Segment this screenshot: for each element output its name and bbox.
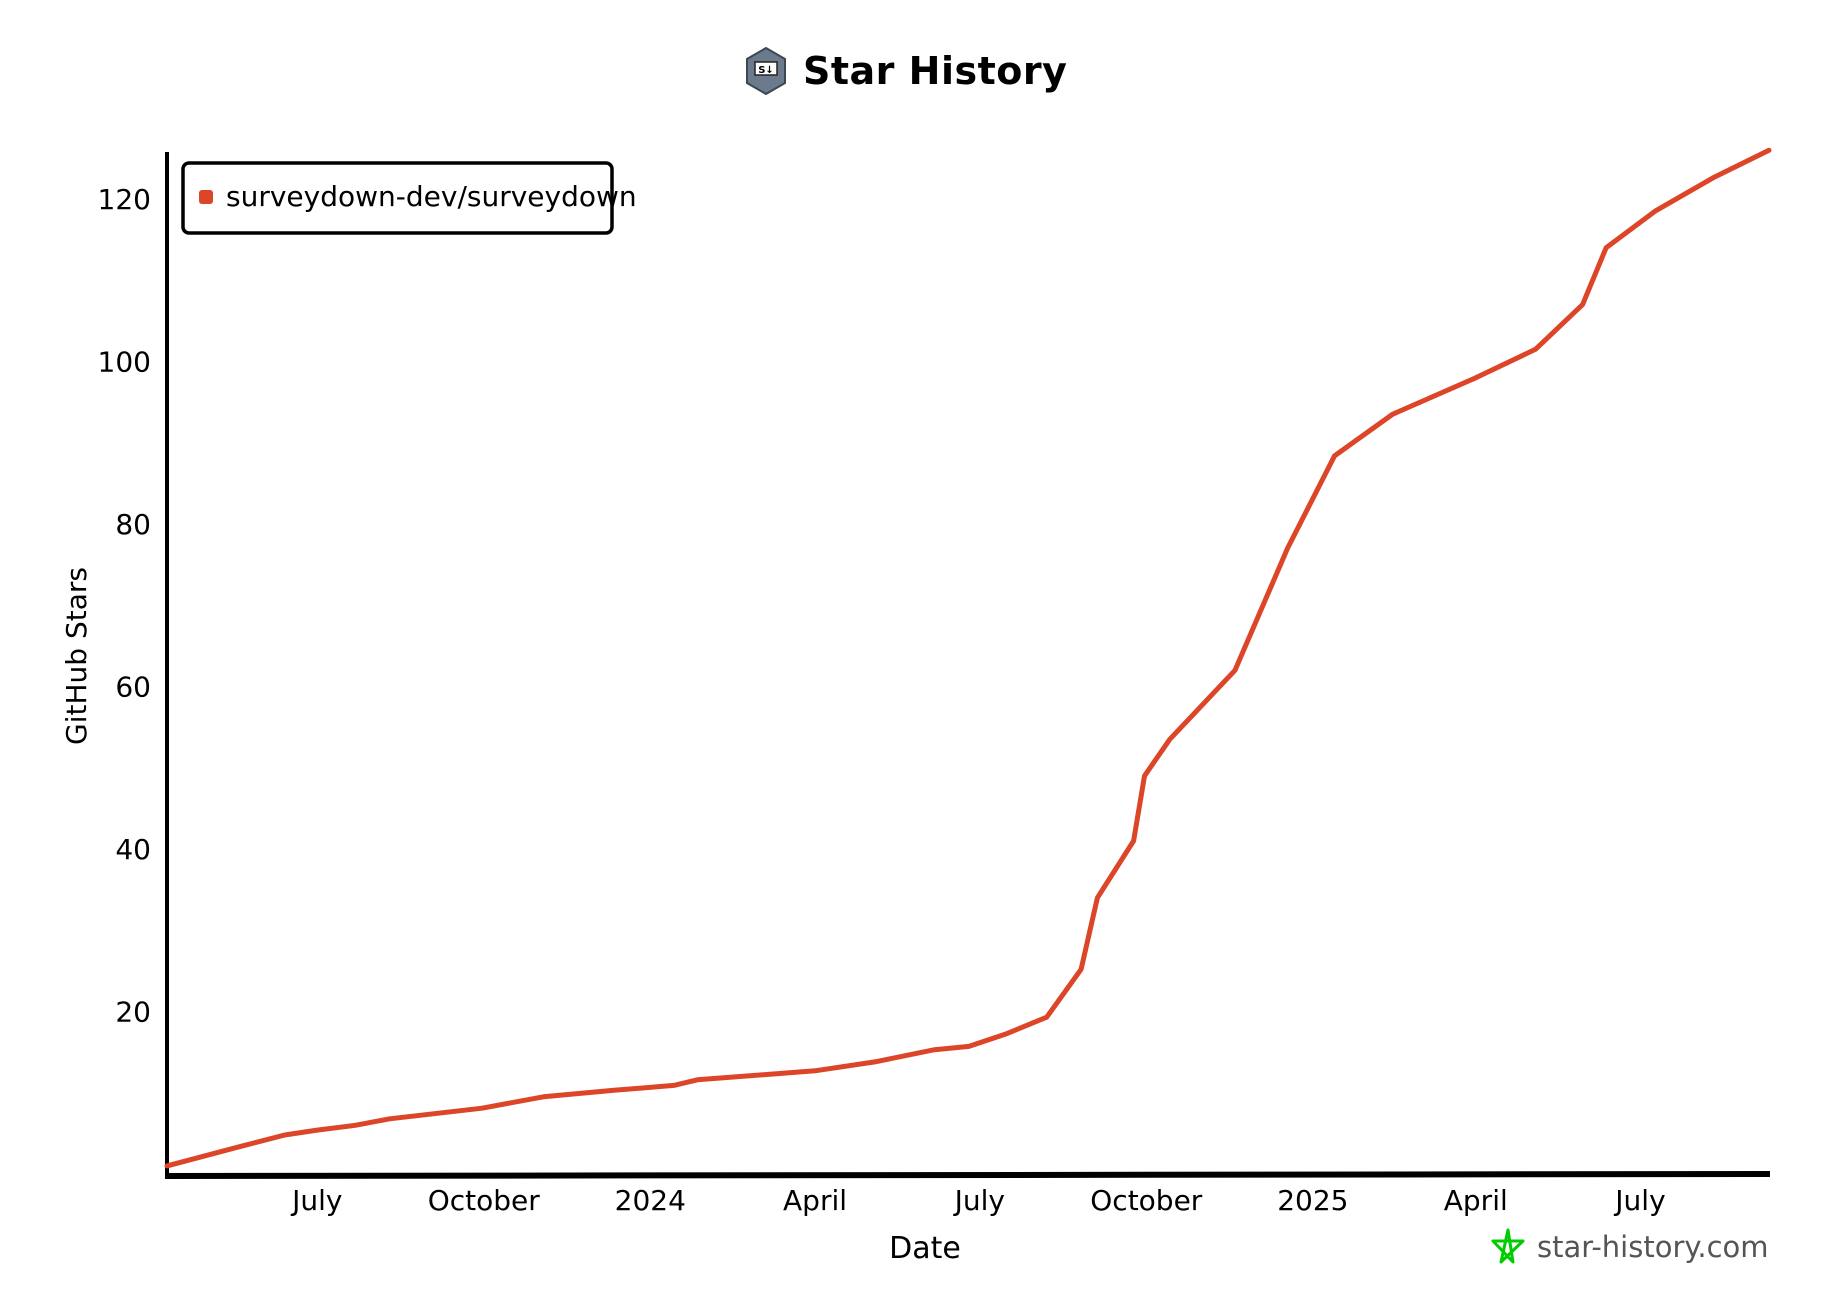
x-tick-label: 2025 [1277, 1184, 1348, 1217]
y-tick-label: 120 [98, 183, 151, 216]
x-tick-label: July [953, 1184, 1005, 1217]
logo-text: S↓ [758, 65, 774, 76]
x-tick-label: July [290, 1184, 342, 1217]
x-tick-label: 2024 [615, 1184, 686, 1217]
y-tick-label: 20 [115, 996, 151, 1029]
legend-label: surveydown-dev/surveydown [226, 180, 637, 213]
chart-title-group: S↓ Star History [745, 44, 1067, 98]
x-tick-label: April [1444, 1184, 1508, 1217]
surveydown-logo-icon: S↓ [746, 47, 786, 95]
y-axis-label: GitHub Stars [60, 567, 93, 745]
legend-swatch [199, 190, 213, 204]
star-icon [1491, 1228, 1525, 1264]
legend: surveydown-dev/surveydown [181, 161, 637, 235]
x-tick-label: October [1090, 1184, 1203, 1217]
chart-title: Star History [803, 49, 1068, 93]
watermark-text: star-history.com [1537, 1230, 1769, 1264]
x-tick-label: October [428, 1184, 541, 1217]
x-axis-label: Date [889, 1231, 961, 1266]
legend-box [181, 161, 614, 235]
x-tick-label: July [1613, 1184, 1665, 1217]
y-tick-label: 60 [115, 671, 151, 704]
y-tick-label: 40 [115, 833, 151, 866]
y-tick-label: 100 [98, 346, 151, 379]
series-line-surveydown [164, 147, 1772, 1169]
watermark[interactable]: star-history.com [1489, 1228, 1769, 1266]
x-axis [164, 1171, 1771, 1179]
x-tick-label: April [783, 1184, 847, 1217]
y-tick-label: 80 [115, 508, 151, 541]
